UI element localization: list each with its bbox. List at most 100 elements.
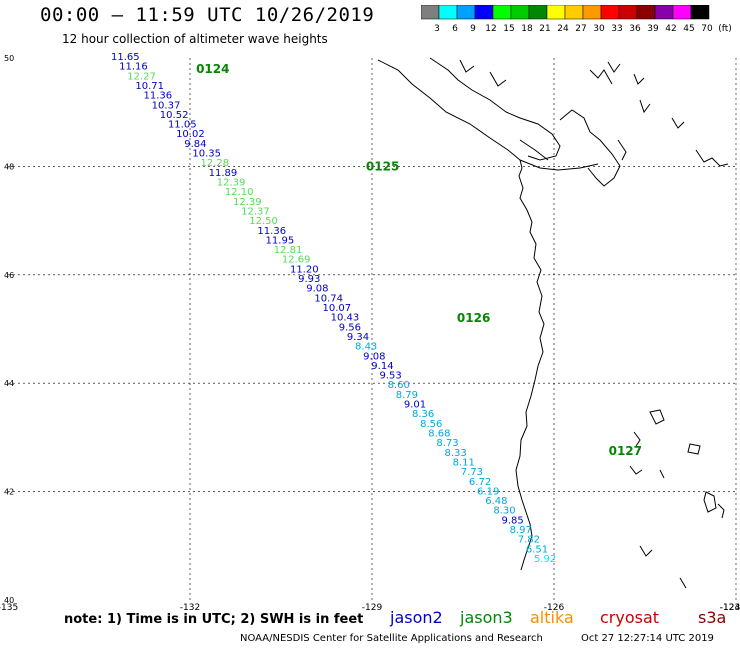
legend-label: 27 (575, 24, 586, 34)
swh-value: 8.30 (493, 506, 515, 517)
swh-value: 9.84 (184, 139, 206, 150)
swh-value: 11.36 (144, 91, 173, 102)
legend-label: 30 (593, 24, 605, 34)
swh-value: 7.82 (518, 535, 540, 546)
swh-value: 9.93 (298, 274, 320, 285)
legend-label: 12 (485, 24, 496, 34)
swh-value: 9.53 (379, 371, 401, 382)
swh-value: 9.08 (363, 351, 385, 362)
swh-value: 5.92 (534, 554, 556, 565)
swh-value: 9.14 (371, 361, 393, 372)
legend-label: 70 (701, 24, 713, 34)
swh-value: 10.37 (152, 100, 181, 111)
swh-value: 10.74 (314, 293, 343, 304)
swh-value: 11.36 (257, 226, 286, 237)
swh-value: 12.39 (233, 197, 262, 208)
lat-tick-label: 46 (4, 271, 14, 280)
legend-label: 15 (503, 24, 514, 34)
credit-text: NOAA/NESDIS Center for Satellite Applica… (240, 633, 543, 644)
legend-label: 42 (665, 24, 676, 34)
lon-tick-label: -126 (544, 603, 565, 612)
swh-value: 12.69 (282, 255, 311, 266)
axis-tick-labels: -135 -132 -129 -126 -123-124 50 48 46 44 42 40 (0, 54, 740, 612)
chart-title: 00:00 – 11:59 UTC 10/26/2019 (40, 4, 375, 26)
legend-label: 24 (557, 24, 569, 34)
lat-tick-label: 44 (4, 379, 14, 388)
lat-tick-label: 50 (4, 54, 14, 63)
swh-value: 12.39 (217, 178, 246, 189)
pass-label: 0125 (366, 159, 399, 173)
color-legend: 3 6 9 12 15 18 21 24 27 30 33 36 39 42 45 70 (ft) (421, 5, 731, 34)
swh-value: 8.11 (453, 457, 475, 468)
swh-value: 11.95 (266, 235, 295, 246)
swh-value: 10.52 (160, 110, 189, 121)
swh-value: 9.34 (347, 332, 369, 343)
swh-value: 9.01 (404, 400, 426, 411)
swh-value: 8.73 (436, 438, 458, 449)
swh-value: 8.79 (396, 390, 418, 401)
note-text: note: 1) Time is in UTC; 2) SWH is in fe… (64, 612, 364, 627)
timestamp-text: Oct 27 12:27:14 UTC 2019 (581, 633, 714, 644)
pass-label: 0126 (457, 311, 490, 325)
legend-swatch (690, 5, 710, 20)
swh-value: 6.72 (469, 477, 491, 488)
legend-label: 39 (647, 24, 659, 34)
swh-value: 8.68 (428, 429, 450, 440)
legend-label: 33 (611, 24, 622, 34)
swh-value: 10.71 (135, 81, 164, 92)
swh-value: 11.05 (168, 120, 197, 131)
swh-value: 10.07 (323, 303, 352, 314)
swh-value: 6.51 (526, 544, 548, 555)
lon-tick-label: -124 (720, 603, 740, 612)
satellite-track: 11.6511.1612.2710.7111.3610.3710.5211.05… (111, 52, 556, 565)
lon-tick-label: -135 (0, 603, 18, 612)
swh-value: 6.19 (477, 486, 499, 497)
lat-tick-label: 48 (4, 162, 14, 171)
swh-value: 8.56 (420, 419, 442, 430)
swh-value: 9.85 (501, 515, 523, 526)
mission-altika: altika (530, 608, 574, 627)
swh-value: 9.08 (306, 284, 328, 295)
swh-value: 11.89 (209, 168, 238, 179)
swh-value: 12.28 (200, 158, 229, 169)
swh-value: 10.43 (331, 313, 360, 324)
lon-tick-label: -123 (720, 603, 740, 612)
pass-labels: 0124 0125 0126 0127 (196, 62, 642, 458)
swh-value: 10.02 (176, 129, 205, 140)
pass-label: 0127 (609, 444, 642, 458)
swh-value: 8.36 (412, 409, 434, 420)
graticule (8, 58, 737, 600)
legend-label: 21 (539, 24, 550, 34)
swh-value: 11.16 (119, 62, 148, 73)
mission-jason3: jason3 (460, 608, 513, 627)
swh-value: 8.60 (388, 380, 410, 391)
chart-subtitle: 12 hour collection of altimeter wave hei… (62, 32, 328, 46)
swh-value: 8.33 (445, 448, 467, 459)
swh-value: 12.10 (225, 187, 254, 198)
swh-value: 11.20 (290, 264, 319, 275)
legend-label: 18 (521, 24, 533, 34)
swh-value: 10.35 (192, 149, 221, 160)
legend-label: 9 (470, 24, 476, 34)
lat-tick-label: 42 (4, 488, 14, 497)
legend-label: 36 (629, 24, 641, 34)
altimeter-map: -135 -132 -129 -126 -123-124 50 48 46 44 42 40 11.… (0, 52, 740, 612)
legend-label: 3 (434, 24, 440, 34)
legend-label: (ft) (718, 24, 731, 34)
legend-label: 6 (452, 24, 458, 34)
swh-value: 8.97 (510, 525, 532, 536)
swh-value: 12.37 (241, 206, 270, 217)
mission-s3a: s3a (698, 608, 727, 627)
legend-label: 45 (683, 24, 694, 34)
coastline (377, 57, 729, 589)
swh-value: 12.27 (127, 71, 156, 82)
swh-value: 12.81 (274, 245, 303, 256)
swh-value: 12.50 (249, 216, 278, 227)
swh-value: 8.43 (355, 342, 377, 353)
lon-tick-label: -132 (180, 603, 200, 612)
swh-value: 6.48 (485, 496, 507, 507)
pass-label: 0124 (196, 62, 229, 76)
lat-tick-label: 40 (4, 596, 14, 605)
lon-tick-label: -129 (362, 603, 383, 612)
swh-value: 7.73 (461, 467, 483, 478)
